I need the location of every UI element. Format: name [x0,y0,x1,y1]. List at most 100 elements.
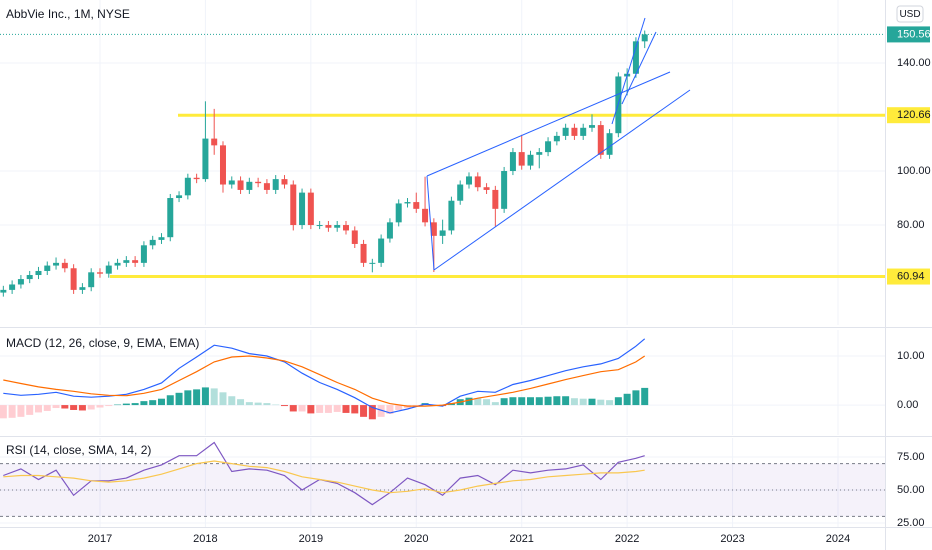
candle-body [325,225,332,228]
x-tick-label: 2021 [509,533,533,545]
histogram-bar [474,398,482,406]
trend-line [433,89,691,271]
histogram-bar [140,401,148,406]
histogram-bar [579,398,587,406]
candle-body [290,184,297,226]
candle-body [395,203,402,223]
histogram-bar [395,405,403,410]
trend-line [426,71,671,177]
histogram-bar [500,398,508,406]
histogram-bar [614,397,622,406]
candle-body [413,202,420,209]
histogram-bar [210,388,218,406]
trend-line [426,175,435,271]
candle-body [0,289,7,293]
histogram-bar [105,405,113,407]
indicator-line [3,355,646,407]
histogram-bar [588,398,596,406]
level-label-box [887,268,930,285]
currency-button[interactable] [896,5,924,23]
y-tick-label: 10.00 [897,350,925,362]
candle-body [167,198,174,238]
candle-body [545,141,552,153]
candle-body [501,171,508,209]
histogram-bar [606,400,614,406]
candle-body [457,184,464,201]
candle-body [509,152,516,172]
candle-body [237,180,244,190]
plot [0,30,885,517]
histogram-bar [368,405,376,420]
histogram-bar [641,387,649,406]
histogram-bar [149,400,157,406]
histogram-bar [386,405,394,414]
x-tick-label: 2022 [615,533,639,545]
candle-body [228,180,235,185]
candle-body [35,270,42,276]
chart-title: AbbVie Inc., 1M, NYSE [6,7,130,21]
histogram-bar [632,390,640,406]
histogram-bar [0,405,7,419]
histogram-bar [289,405,297,412]
indicator-line [3,441,645,506]
candle-body [465,176,472,185]
histogram-bar [280,405,288,407]
histogram-bar [535,397,543,406]
histogram-bar [166,395,174,406]
candle-body [588,125,595,128]
candle-body [70,268,77,290]
level-label-box [887,107,930,124]
candle-body [255,181,262,184]
histogram-bar [43,405,51,411]
histogram-bar [518,397,526,406]
histogram-bar [465,397,473,406]
histogram-bar [483,399,491,406]
candle-body [140,245,147,263]
histogram-bar [562,396,570,406]
candle-body [132,260,139,263]
candle-body [422,208,429,223]
histogram-bar [526,397,534,406]
histogram-bar [333,405,341,412]
last-price-label: 150.56 [897,28,931,40]
x-tick-label: 2024 [826,533,850,545]
histogram-bar [237,399,245,406]
candle-body [580,127,587,136]
candle-body [360,243,367,263]
histogram-bar [78,405,86,411]
candle-body [369,262,376,264]
histogram-bar [8,405,16,418]
histogram-bar [324,405,332,413]
histogram-bar [70,405,78,410]
y-tick-label: 140.00 [897,57,931,69]
rsi-band [0,463,885,517]
histogram-bar [298,405,306,412]
histogram-bar [351,405,359,414]
candle-body [378,238,385,263]
candle-body [562,127,569,136]
histogram-bar [245,402,253,406]
rsi-title: RSI (14, close, SMA, 14, 2) [6,443,151,457]
x-tick-label: 2018 [193,533,217,545]
histogram-bar [184,390,192,406]
candle-body [632,41,639,74]
candle-body [17,279,24,285]
y-tick-label: 0.00 [897,399,918,411]
candle-body [61,262,68,269]
y-tick-label: 25.00 [897,517,925,529]
candle-body [263,183,270,190]
candle-body [342,225,349,231]
histogram-bar [26,405,34,415]
candle-body [536,152,543,155]
candle-body [149,239,156,246]
candle-body [448,200,455,231]
histogram-bar [228,396,236,406]
histogram-bar [114,404,122,406]
histogram-bar [96,405,104,408]
currency-label[interactable]: USD [899,9,920,20]
candle-body [571,127,578,136]
candle-body [518,152,525,166]
histogram-bar [201,387,209,406]
